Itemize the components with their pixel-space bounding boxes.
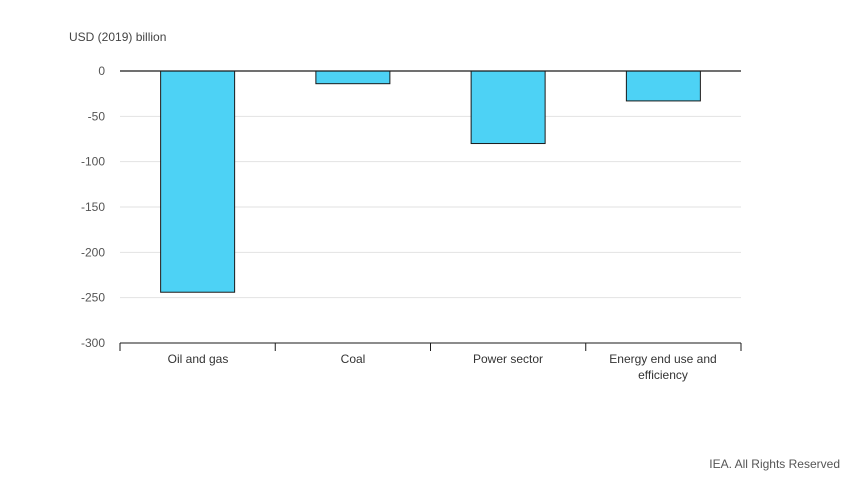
- y-tick-label: -300: [81, 336, 105, 350]
- y-tick-label: -50: [88, 109, 106, 123]
- bar-oil-and-gas: [160, 70, 236, 293]
- credit-text: IEA. All Rights Reserved: [709, 457, 840, 471]
- x-tick-label-oil-and-gas: Oil and gas: [167, 352, 229, 366]
- y-tick-label: 0: [98, 64, 105, 78]
- y-tick-labels: 0 -50 -100 -150 -200 -250 -300: [81, 64, 105, 350]
- bar-coal: [315, 70, 391, 85]
- x-tick-label-power-sector: Power sector: [472, 352, 544, 366]
- y-tick-label: -100: [81, 155, 105, 169]
- bars: [160, 70, 701, 293]
- bar-power-sector: [470, 70, 546, 145]
- y-tick-label: -250: [81, 291, 105, 305]
- y-tick-label: -200: [81, 245, 105, 259]
- bar-energy-end-use-and-efficiency: [625, 70, 701, 102]
- axes: [119, 70, 742, 351]
- y-axis-label: USD (2019) billion: [69, 30, 167, 44]
- x-tick-label-energy-end-use: Energy end use and efficiency: [609, 352, 717, 382]
- x-tick-label-coal: Coal: [340, 352, 366, 366]
- y-tick-label: -150: [81, 200, 105, 214]
